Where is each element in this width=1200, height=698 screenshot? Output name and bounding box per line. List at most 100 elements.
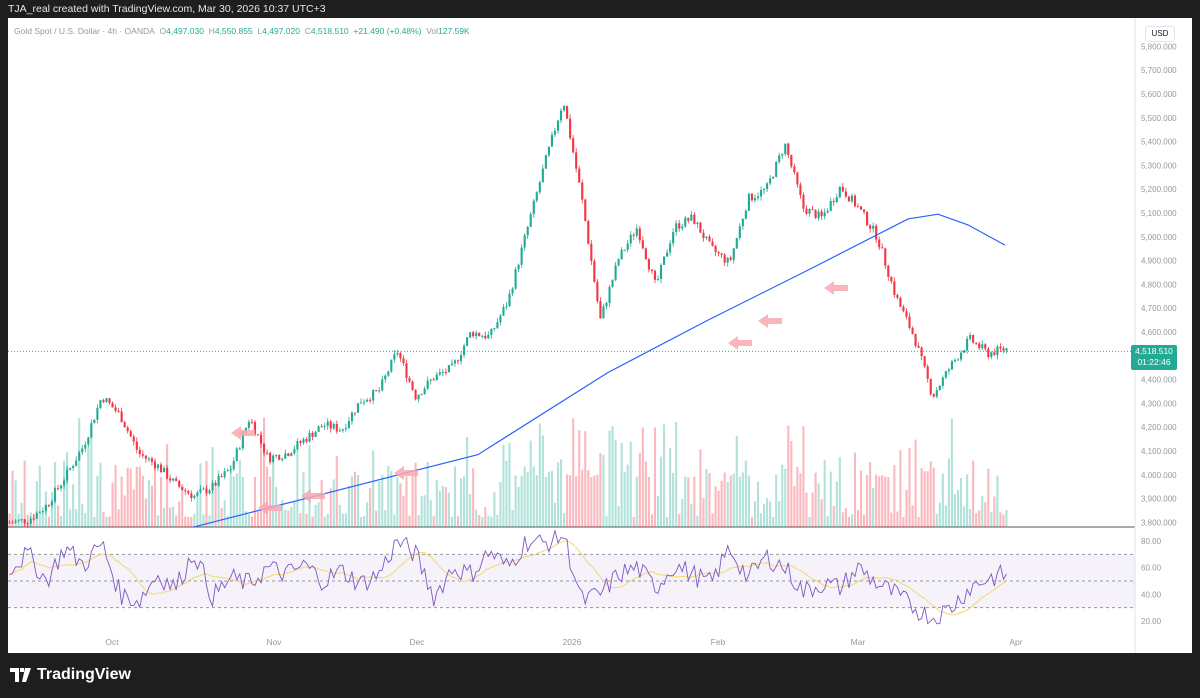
candle-body <box>93 419 96 424</box>
volume-bar <box>393 514 396 527</box>
candle-body <box>156 464 160 469</box>
volume-bar <box>663 424 666 527</box>
volume-bar <box>50 491 53 527</box>
candle-body <box>829 201 832 211</box>
candle-body <box>802 195 805 209</box>
price-tick-label: 4,800.000 <box>1141 280 1177 289</box>
volume-bar <box>350 476 353 527</box>
candle-body <box>423 388 426 395</box>
candle-body <box>523 235 526 248</box>
volume-bar <box>417 515 420 527</box>
candle-body <box>866 211 869 226</box>
candle-body <box>199 489 202 493</box>
candle-body <box>26 523 29 525</box>
volume-bar <box>675 421 678 527</box>
candle-body <box>114 407 117 411</box>
volume-bar <box>63 460 66 527</box>
volume-bar <box>869 462 872 527</box>
volume-bar <box>175 515 178 527</box>
volume-bar <box>453 466 457 527</box>
candle-body <box>508 293 511 307</box>
candle-body <box>405 363 408 379</box>
candle-body <box>450 363 453 366</box>
candle-body <box>832 201 835 203</box>
chart-canvas[interactable]: 5,800.000 5,700.000 5,600.000 5,500.000 5,40… <box>8 18 1192 653</box>
volume-bar <box>644 461 647 527</box>
volume-bar <box>150 485 153 527</box>
volume-bar <box>281 499 284 527</box>
candle-body <box>426 380 429 389</box>
volume-bar <box>469 493 472 527</box>
candle-body <box>178 480 181 487</box>
time-tick-label: Oct <box>105 637 119 647</box>
volume-bar <box>963 506 966 527</box>
candle-body <box>129 431 132 437</box>
currency-button[interactable]: USD <box>1145 26 1175 42</box>
candle-body <box>466 337 469 346</box>
volume-bar <box>81 503 84 527</box>
open-value: 4,497.030 <box>166 26 204 36</box>
candle-body <box>766 183 769 190</box>
volume-bar <box>269 476 272 527</box>
tradingview-logo[interactable]: TradingView <box>10 666 131 684</box>
candle-body <box>556 120 560 131</box>
bar-countdown: 01:22:46 <box>1137 357 1171 367</box>
candle-body <box>875 225 878 240</box>
candle-body <box>823 212 826 217</box>
volume-bar <box>841 512 844 527</box>
volume-bar <box>611 426 614 527</box>
candle-body <box>669 243 672 253</box>
tradingview-logo-icon <box>10 668 31 682</box>
volume-bar <box>720 480 723 527</box>
candle-body <box>978 343 981 349</box>
volume-bar <box>102 511 105 527</box>
candle-body <box>793 166 796 173</box>
volume-bar <box>181 484 184 527</box>
volume-bar <box>926 471 929 527</box>
volume-bar <box>420 496 423 527</box>
volume-bar <box>496 514 499 527</box>
candle-body <box>41 511 44 513</box>
volume-bar <box>214 486 217 527</box>
candle-body <box>914 333 917 346</box>
volume-bar <box>441 485 444 527</box>
annotation-arrow-icon <box>758 314 782 328</box>
volume-bar <box>96 475 99 527</box>
candle-body <box>150 458 153 462</box>
volume-bar <box>263 417 266 527</box>
candle-body <box>720 253 723 255</box>
volume-bar <box>366 502 369 527</box>
candle-body <box>11 522 14 524</box>
candle-body <box>53 488 57 502</box>
candle-body <box>808 209 811 214</box>
chart-container[interactable]: 5,800.000 5,700.000 5,600.000 5,500.000 5,40… <box>8 18 1192 653</box>
volume-bar <box>566 474 569 527</box>
candle-body <box>208 490 211 494</box>
candle-body <box>799 184 802 196</box>
time-tick-label: Apr <box>1009 637 1022 647</box>
volume-bar <box>793 486 796 527</box>
volume-bar <box>372 450 375 527</box>
candle-body <box>120 411 123 423</box>
volume-bar <box>38 465 41 527</box>
volume-bar <box>229 465 232 527</box>
candle-body <box>696 222 699 224</box>
volume-bar <box>129 468 132 527</box>
candle-body <box>159 464 163 473</box>
candle-body <box>890 276 893 282</box>
candle-body <box>769 178 772 184</box>
candle-body <box>635 228 638 236</box>
candle-body <box>126 427 129 432</box>
volume-bar <box>941 473 944 527</box>
volume-bar <box>950 418 953 527</box>
volume-bar <box>266 466 269 527</box>
volume-bar <box>853 452 857 527</box>
volume-bar <box>335 456 338 527</box>
volume-bar <box>444 487 447 527</box>
volume-bar <box>987 468 990 527</box>
candle-body <box>281 458 284 460</box>
volume-bar <box>708 473 711 527</box>
candle-body <box>287 453 290 456</box>
candle-body <box>693 214 696 224</box>
candle-body <box>596 281 599 302</box>
